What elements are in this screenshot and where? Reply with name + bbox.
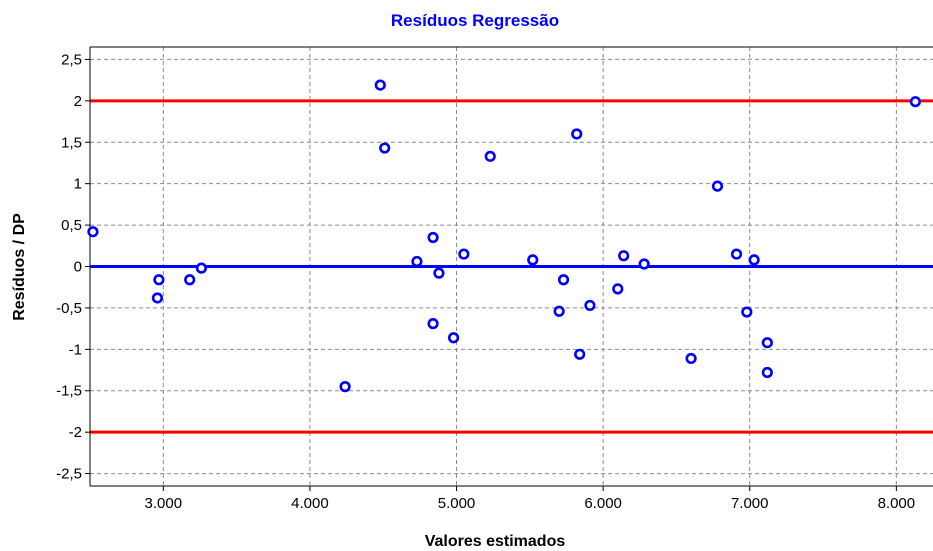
- data-point: [711, 180, 724, 192]
- data-point: [761, 337, 773, 349]
- x-tick-label: 3.000: [145, 495, 183, 512]
- data-point: [447, 332, 460, 344]
- x-tick-label: 5.000: [438, 495, 476, 512]
- data-point: [527, 254, 539, 266]
- y-tick-label: -2,5: [56, 466, 82, 483]
- data-point: [458, 248, 470, 260]
- data-point: [433, 267, 445, 279]
- data-points: [87, 79, 922, 393]
- data-point: [87, 226, 99, 238]
- data-point: [748, 254, 760, 266]
- y-tick-label: 2: [74, 93, 82, 110]
- axes: [85, 46, 933, 491]
- y-tick-label: 1,5: [61, 134, 82, 151]
- data-point: [339, 381, 351, 393]
- y-tick-label: 0: [74, 259, 82, 276]
- y-axis-label: Resíduos / DP: [11, 213, 28, 321]
- data-point: [484, 150, 496, 162]
- y-tick-label: 2,5: [61, 51, 82, 68]
- x-axis-label: Valores estimados: [425, 533, 566, 550]
- data-point: [571, 128, 583, 140]
- data-point: [909, 96, 922, 108]
- data-point: [153, 274, 165, 286]
- x-tick-label: 8.000: [878, 495, 916, 512]
- chart-title: Resíduos Regressão: [391, 11, 559, 30]
- data-point: [195, 262, 208, 274]
- data-point: [557, 274, 570, 286]
- data-point: [685, 352, 697, 365]
- y-tick-label: -1: [69, 341, 82, 358]
- data-point: [411, 255, 423, 268]
- data-point: [427, 231, 439, 244]
- data-point: [761, 366, 773, 379]
- data-point: [618, 250, 630, 262]
- reference-lines: [90, 99, 933, 434]
- data-point: [374, 79, 386, 91]
- data-point: [427, 318, 439, 330]
- y-tick-label: 0,5: [61, 217, 82, 234]
- data-point: [379, 142, 391, 154]
- data-point: [730, 248, 743, 260]
- tick-labels: 2,5 2 1,5 1 0,5 0 -0,5 -1 -1,5 -2 -2,5 3.000 4.000 5.…: [56, 51, 915, 512]
- data-point: [638, 258, 650, 270]
- data-point: [584, 299, 596, 312]
- x-tick-label: 7.000: [731, 495, 769, 512]
- x-tick-label: 6.000: [584, 495, 622, 512]
- data-point: [574, 348, 586, 360]
- data-point: [553, 305, 565, 317]
- y-tick-label: -2: [69, 424, 82, 441]
- data-point: [612, 283, 624, 295]
- x-tick-label: 4.000: [291, 495, 329, 512]
- data-point: [151, 292, 164, 304]
- y-tick-label: -0,5: [56, 300, 82, 317]
- y-tick-label: -1,5: [56, 383, 82, 400]
- data-point: [184, 274, 196, 286]
- y-tick-label: 1: [74, 176, 82, 193]
- data-point: [741, 306, 753, 318]
